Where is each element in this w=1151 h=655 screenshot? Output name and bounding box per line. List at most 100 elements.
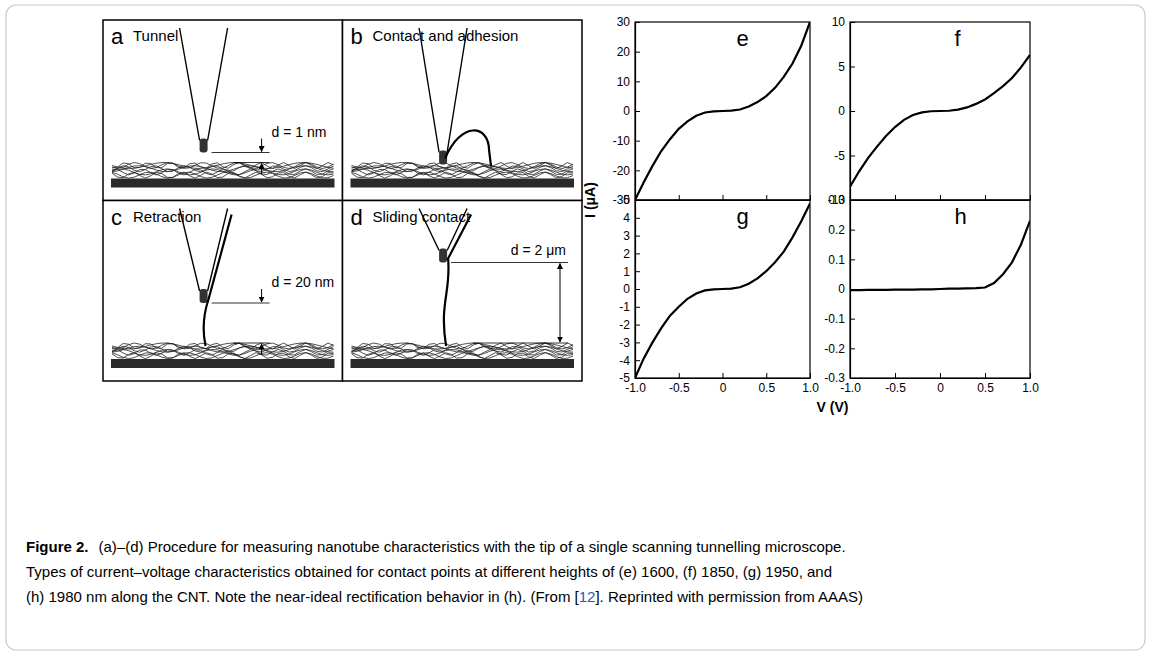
tick-label: 0.3 bbox=[828, 193, 845, 207]
tick-mark bbox=[635, 325, 640, 326]
tick-mark bbox=[850, 111, 855, 112]
nanotube-mat bbox=[352, 343, 574, 349]
substrate bbox=[351, 359, 575, 368]
iv-curve bbox=[850, 55, 1030, 187]
tick-label: -0.2 bbox=[824, 342, 845, 356]
tick-mark bbox=[940, 373, 941, 378]
nanotube-mat bbox=[352, 172, 574, 178]
axis-line bbox=[851, 378, 1031, 379]
tick-mark bbox=[850, 200, 855, 201]
distance-label: d = 20 nm bbox=[272, 274, 335, 290]
tick-mark bbox=[635, 81, 640, 82]
nanotube-mat bbox=[112, 349, 334, 355]
tick-mark bbox=[635, 342, 640, 343]
axis-title: V (V) bbox=[817, 399, 849, 415]
tick-mark bbox=[635, 218, 640, 219]
tick-mark bbox=[985, 373, 986, 378]
tick-mark bbox=[635, 52, 640, 53]
tick-label: -5 bbox=[619, 371, 630, 385]
plot-area bbox=[850, 221, 1030, 290]
caption-text: (h) 1980 nm along the CNT. Note the near… bbox=[26, 588, 580, 605]
tick: 5 bbox=[623, 193, 640, 207]
tick bbox=[766, 195, 767, 200]
tick: 5 bbox=[838, 60, 855, 74]
tick-mark bbox=[1030, 373, 1031, 378]
tick-mark bbox=[635, 378, 640, 379]
tick-mark bbox=[850, 22, 855, 23]
tick-mark bbox=[850, 378, 855, 379]
tick-label: 0 bbox=[838, 104, 845, 118]
y-axis: -30-20-100102030 bbox=[613, 15, 640, 207]
tick-label: 0.1 bbox=[828, 253, 845, 267]
tick-label: 1 bbox=[623, 265, 630, 279]
nanotube bbox=[445, 130, 491, 166]
dimension-arrow bbox=[261, 139, 262, 152]
x-axis: -1.0-0.500.51.0 bbox=[840, 373, 1039, 395]
tick: -0.3 bbox=[824, 371, 855, 385]
chart-letter: e bbox=[737, 26, 749, 51]
tick bbox=[679, 195, 680, 200]
substrate bbox=[111, 179, 335, 188]
tick: 0 bbox=[720, 373, 727, 395]
figure: aTunneld = 1 nmbContact and adhesioncRet… bbox=[0, 0, 1151, 655]
panel: dSliding contactd = 2 μm bbox=[343, 201, 583, 382]
tick: -0.2 bbox=[824, 342, 855, 356]
tick: 10 bbox=[832, 15, 855, 29]
tick bbox=[1030, 195, 1031, 200]
tick-mark bbox=[635, 360, 640, 361]
plot-area bbox=[635, 22, 810, 200]
tick bbox=[895, 195, 896, 200]
tick: -2 bbox=[619, 318, 640, 332]
tick-mark bbox=[985, 195, 986, 200]
iv-curve bbox=[635, 22, 810, 200]
tick-mark bbox=[635, 22, 640, 23]
tick-label: 5 bbox=[623, 193, 630, 207]
nanotube-mat bbox=[112, 169, 334, 175]
guide bbox=[212, 303, 270, 304]
tick: 0 bbox=[623, 104, 640, 118]
iv-curve bbox=[635, 204, 810, 378]
tick: -0.5 bbox=[669, 373, 690, 395]
panel: bContact and adhesion bbox=[343, 20, 583, 201]
tick-label: -1 bbox=[619, 300, 630, 314]
panel-title: Contact and adhesion bbox=[373, 27, 519, 44]
tick-label: -0.5 bbox=[885, 381, 906, 395]
guide bbox=[473, 343, 568, 344]
nanotube-mat bbox=[112, 343, 334, 349]
tick-mark bbox=[766, 373, 767, 378]
nanotube bbox=[444, 215, 471, 347]
chart: -1.0-0.500.51.0-0.3-0.2-0.100.10.20.3hV … bbox=[817, 193, 1040, 415]
stm-tip bbox=[419, 209, 467, 251]
dimension-arrow bbox=[261, 344, 262, 355]
tick-label: -30 bbox=[613, 193, 631, 207]
tick-label: -20 bbox=[613, 164, 631, 178]
tick: -4 bbox=[619, 354, 640, 368]
guide bbox=[234, 343, 270, 344]
panel-border bbox=[343, 20, 583, 201]
caption-line: Types of current–voltage characteristics… bbox=[26, 563, 832, 580]
tick-label: -5 bbox=[834, 149, 845, 163]
tick: 0 bbox=[937, 373, 944, 395]
tick-label: 2 bbox=[623, 247, 630, 261]
tick-mark bbox=[850, 200, 855, 201]
tick-mark bbox=[723, 195, 724, 200]
dimension-arrow bbox=[261, 289, 262, 302]
plot-frame bbox=[635, 200, 810, 378]
tick-label: 0 bbox=[623, 104, 630, 118]
tick: 1 bbox=[623, 265, 640, 279]
stm-tip-end bbox=[200, 289, 208, 303]
tick-label: 5 bbox=[838, 60, 845, 74]
stm-tip bbox=[180, 209, 228, 292]
nanotube-mat bbox=[112, 163, 334, 169]
tick bbox=[723, 195, 724, 200]
nanotube-mat bbox=[352, 353, 574, 359]
tick-mark bbox=[766, 195, 767, 200]
tick: -10 bbox=[613, 134, 640, 148]
tick: 0 bbox=[838, 104, 855, 118]
stm-tip-end bbox=[439, 249, 447, 263]
tick-label: 3 bbox=[623, 229, 630, 243]
panel-letter: c bbox=[111, 205, 122, 230]
tick-label: 0.2 bbox=[828, 223, 845, 237]
tick bbox=[985, 195, 986, 200]
panel-title: Sliding contact bbox=[373, 208, 471, 225]
